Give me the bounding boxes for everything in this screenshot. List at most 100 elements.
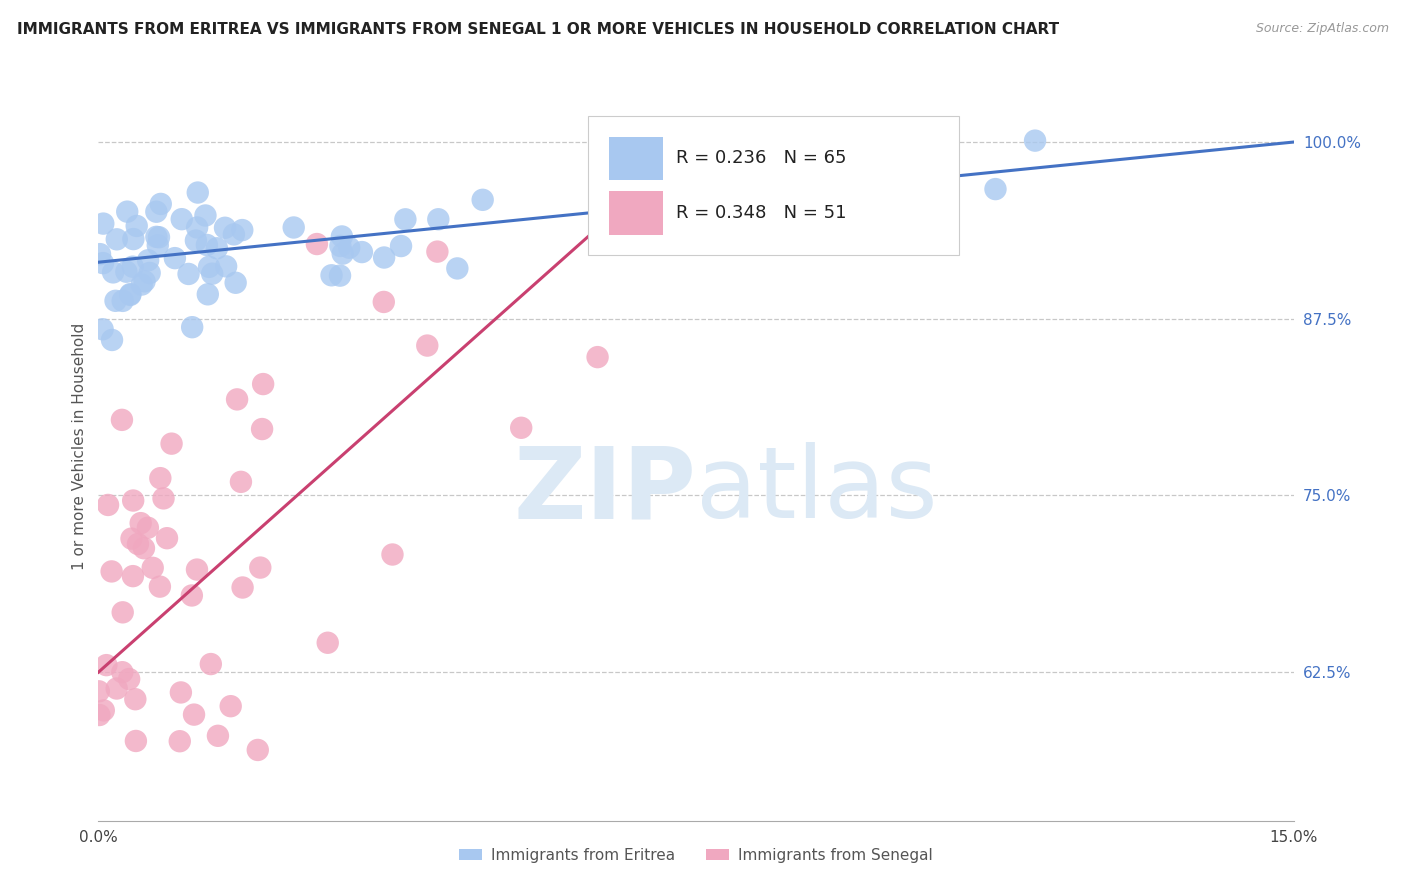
Point bbox=[394, 212, 416, 227]
Point bbox=[592, 189, 614, 203]
Point bbox=[389, 239, 412, 253]
Point bbox=[252, 377, 274, 392]
Point bbox=[87, 684, 110, 698]
Point bbox=[381, 548, 404, 562]
Text: R = 0.348   N = 51: R = 0.348 N = 51 bbox=[676, 204, 846, 222]
Point bbox=[332, 246, 354, 260]
Point bbox=[149, 197, 172, 211]
Bar bbox=[609, 191, 662, 235]
Point bbox=[337, 241, 360, 255]
Text: IMMIGRANTS FROM ERITREA VS IMMIGRANTS FROM SENEGAL 1 OR MORE VEHICLES IN HOUSEHO: IMMIGRANTS FROM ERITREA VS IMMIGRANTS FR… bbox=[17, 22, 1059, 37]
Point bbox=[373, 251, 395, 265]
Point bbox=[446, 261, 468, 276]
Point bbox=[628, 219, 651, 233]
Point bbox=[124, 692, 146, 706]
Point bbox=[200, 657, 222, 671]
Point bbox=[149, 580, 172, 594]
Point bbox=[283, 220, 305, 235]
Point bbox=[91, 217, 114, 231]
Point bbox=[145, 204, 167, 219]
Point bbox=[510, 421, 533, 435]
Point bbox=[416, 338, 439, 352]
Point bbox=[231, 223, 253, 237]
Point bbox=[163, 251, 186, 265]
Point bbox=[427, 212, 450, 227]
Point bbox=[136, 253, 159, 268]
Point bbox=[748, 161, 770, 176]
Point bbox=[350, 245, 373, 260]
Point bbox=[195, 238, 218, 252]
Point bbox=[184, 234, 207, 248]
Point bbox=[181, 320, 204, 334]
Bar bbox=[609, 136, 662, 180]
Point bbox=[170, 212, 193, 227]
Point bbox=[620, 134, 643, 148]
Point bbox=[125, 734, 148, 748]
Point bbox=[122, 569, 145, 583]
Point bbox=[91, 256, 114, 270]
Text: Source: ZipAtlas.com: Source: ZipAtlas.com bbox=[1256, 22, 1389, 36]
Point bbox=[104, 293, 127, 308]
Point bbox=[121, 532, 143, 546]
Point bbox=[232, 581, 254, 595]
Point bbox=[91, 322, 114, 336]
Point bbox=[250, 422, 273, 436]
Point bbox=[89, 247, 111, 261]
Point bbox=[229, 475, 252, 489]
Point bbox=[111, 413, 134, 427]
Point bbox=[316, 636, 339, 650]
Point bbox=[329, 239, 352, 253]
Point bbox=[984, 182, 1007, 196]
Legend: Immigrants from Eritrea, Immigrants from Senegal: Immigrants from Eritrea, Immigrants from… bbox=[453, 842, 939, 869]
Point bbox=[111, 293, 134, 308]
Point bbox=[149, 471, 172, 485]
Point bbox=[249, 560, 271, 574]
Point bbox=[713, 185, 735, 199]
Point bbox=[170, 685, 193, 699]
Point bbox=[426, 244, 449, 259]
Point bbox=[201, 267, 224, 281]
Point bbox=[122, 232, 145, 246]
Point bbox=[180, 589, 202, 603]
Point bbox=[136, 521, 159, 535]
Point bbox=[194, 209, 217, 223]
Point bbox=[169, 734, 191, 748]
Point bbox=[131, 277, 153, 292]
Point bbox=[105, 681, 128, 696]
Point bbox=[148, 230, 170, 244]
Point bbox=[160, 436, 183, 450]
Point bbox=[330, 229, 353, 244]
Point bbox=[305, 237, 328, 252]
Point bbox=[226, 392, 249, 407]
Point bbox=[146, 238, 169, 252]
Point bbox=[329, 268, 352, 283]
Point bbox=[142, 561, 165, 575]
Point bbox=[186, 563, 208, 577]
Point bbox=[586, 350, 609, 364]
Point bbox=[122, 493, 145, 508]
Point bbox=[138, 266, 160, 280]
Point bbox=[246, 743, 269, 757]
Point bbox=[205, 241, 228, 255]
Point bbox=[96, 658, 118, 673]
Point bbox=[198, 260, 221, 274]
Point bbox=[120, 287, 142, 301]
Point bbox=[89, 708, 111, 723]
Point bbox=[860, 196, 883, 211]
Point bbox=[152, 491, 174, 506]
Point bbox=[120, 288, 142, 302]
FancyBboxPatch shape bbox=[589, 116, 959, 255]
Point bbox=[644, 184, 666, 198]
Point bbox=[222, 227, 245, 242]
Point bbox=[187, 186, 209, 200]
Point bbox=[1024, 134, 1046, 148]
Point bbox=[186, 220, 208, 235]
Point bbox=[225, 276, 247, 290]
Point bbox=[115, 265, 138, 279]
Point bbox=[101, 265, 124, 279]
Point bbox=[321, 268, 343, 283]
Point bbox=[121, 260, 143, 274]
Point bbox=[93, 703, 115, 717]
Text: ZIP: ZIP bbox=[513, 442, 696, 540]
Point bbox=[132, 541, 155, 556]
